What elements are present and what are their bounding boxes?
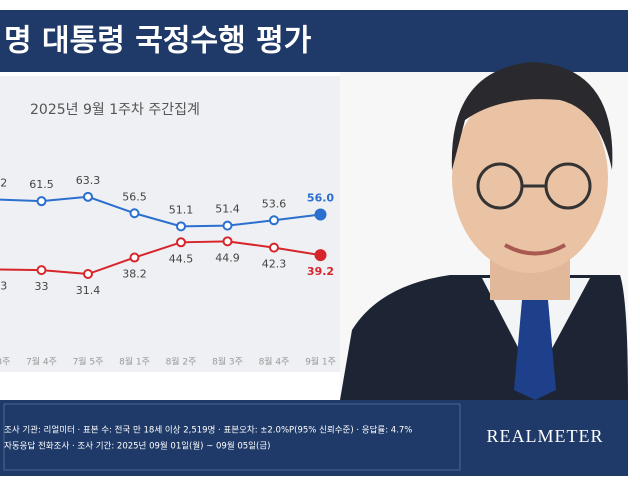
data-label: 51.1 [169,203,194,216]
data-label: 61.5 [29,178,54,191]
data-point [269,242,279,253]
data-point [36,265,47,276]
footnote: 자동응답 전화조사 · 조사 기간: 2025년 09월 01일(월) ~ 09… [4,441,270,452]
data-point [83,269,93,280]
data-point [222,236,233,247]
series-line [0,240,321,276]
data-label: 51.4 [215,203,240,216]
footer-box [3,403,461,471]
x-tick-label: 9월 1주 [305,356,336,368]
portrait [340,62,628,400]
series-line [0,195,321,228]
data-point [36,196,47,207]
data-label: 33 [35,280,49,293]
footer-bar [0,400,628,476]
data-label: 39.2 [307,265,334,278]
data-point [176,221,186,232]
x-tick-label: 8월 4주 [259,356,290,368]
x-tick-label: 7월 3주 [0,356,10,368]
chart-title: 명 대통령 국정수행 평가 [4,24,312,59]
data-label: 56.5 [122,190,147,203]
data-point [129,252,140,263]
data-label: 31.4 [76,284,101,297]
data-label: 53.6 [262,197,287,210]
data-label: 38.2 [122,268,147,281]
data-label: 42.3 [262,258,287,271]
x-tick-label: 7월 4주 [26,356,57,368]
data-label: 62.2 [0,176,7,189]
x-tick-label: 8월 1주 [119,356,150,368]
data-point [269,215,279,226]
mouth [504,243,566,256]
x-tick-label: 7월 5주 [73,356,104,368]
data-point [314,208,327,221]
footnote: 조사 기관: 리얼미터 · 표본 수: 전국 만 18세 이상 2,519명 ·… [4,425,412,436]
data-label: 44.5 [169,252,194,265]
header-bar [0,10,628,72]
tie [514,300,556,400]
data-label: 44.9 [215,251,240,264]
data-point [222,220,233,231]
face [452,83,608,273]
data-label: 33.3 [0,279,7,292]
data-point [314,249,327,262]
x-tick-label: 8월 2주 [166,356,197,368]
data-point [176,237,186,248]
x-tick-label: 8월 3주 [212,356,243,368]
data-point [83,191,93,202]
chart-subtitle: 2025년 9월 1주차 주간집계 [30,102,200,118]
hair [451,62,613,170]
brand-logo: REALMETER [487,426,604,446]
data-label: 56.0 [307,191,334,204]
data-point [129,208,140,219]
data-label: 63.3 [76,174,101,187]
